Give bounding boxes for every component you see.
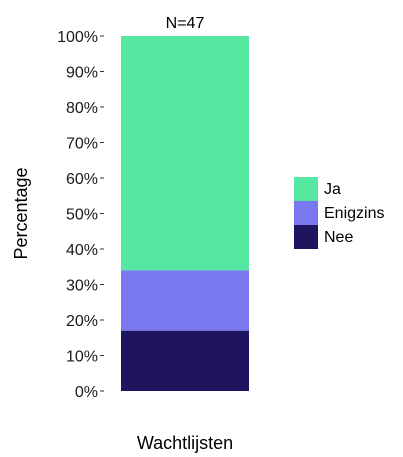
y-axis-title: Percentage [11,167,31,259]
y-tick-label: 20% [66,313,98,330]
y-tick-label: 40% [66,242,98,259]
y-axis: 0% 10% 20% 30% 40% 50% 60% 70% 80% 90% 100% [57,29,104,401]
legend-label-nee: Nee [324,229,353,246]
y-tick-label: 100% [57,29,98,46]
y-tick-label: 0% [75,384,98,401]
y-tick-label: 70% [66,136,98,153]
legend-label-enigzins: Enigzins [324,205,384,222]
bar-segments [121,36,249,391]
y-tick-label: 60% [66,171,98,188]
sample-size-label: N=47 [166,15,205,32]
y-tick-label: 80% [66,100,98,117]
bar-segment-enigzins [121,270,249,331]
y-tick-label: 30% [66,278,98,295]
x-category-label: Wachtlijsten [137,433,233,453]
legend-swatch-ja [294,177,318,201]
bar-segment-nee [121,330,249,391]
legend-swatch-nee [294,225,318,249]
legend-swatch-enigzins [294,201,318,225]
y-tick-label: 50% [66,207,98,224]
y-tick-label: 10% [66,349,98,366]
y-tick-label: 90% [66,65,98,82]
legend-label-ja: Ja [324,181,341,198]
bar-segment-ja [121,36,249,271]
legend: Ja Enigzins Nee [294,177,384,249]
